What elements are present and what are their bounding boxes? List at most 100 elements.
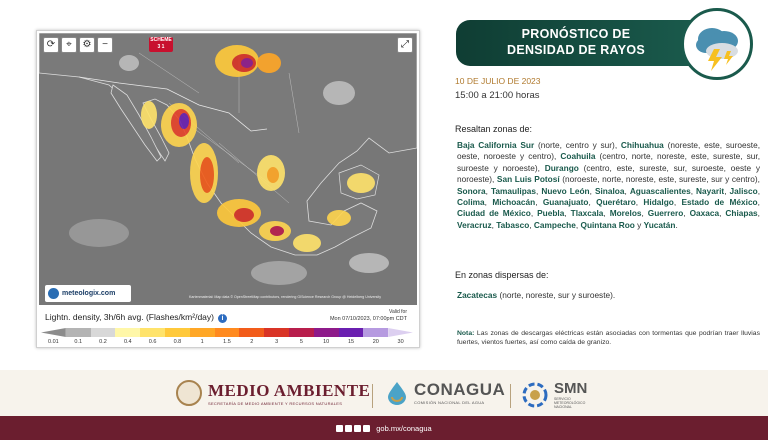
region-detail: , [536, 185, 542, 196]
smn-logo[interactable]: SMN SERVICIO METEOROLÓGICO NACIONAL [522, 380, 587, 409]
region-detail: , [491, 219, 497, 230]
footer-divider-2 [510, 384, 511, 408]
refresh-icon[interactable]: ⟳ [43, 37, 59, 53]
region-state: Veracruz [457, 219, 492, 230]
region-detail: , [757, 185, 760, 196]
region-detail: (noreste, este, suroeste, oeste, noroest… [457, 140, 761, 162]
title-line-2: DENSIDAD DE RAYOS [507, 43, 645, 57]
region-state: Baja California Sur [457, 140, 535, 150]
scale-label: 0.8 [173, 339, 182, 345]
region-detail: , [673, 197, 682, 208]
valid-date: Mon 07/10/2023, 07:00pm CDT [329, 316, 407, 322]
region-state: Hidalgo [643, 197, 674, 208]
region-detail: , [529, 219, 534, 230]
region-state: Durango [544, 162, 579, 173]
region-state: Nuevo León [541, 185, 590, 196]
region-detail: , [719, 208, 726, 219]
region-state: Guanajuato [542, 197, 589, 208]
smn-globe-icon [522, 382, 548, 407]
facebook-icon[interactable] [336, 424, 344, 432]
scale-segment [140, 328, 165, 337]
region-state: Querétaro [596, 197, 636, 208]
region-state: Campeche [533, 219, 576, 230]
region-state: Chiapas [725, 208, 758, 219]
region-state: Sonora [457, 185, 486, 196]
region-state: Tlaxcala [570, 208, 604, 219]
scale-label: 5 [299, 339, 303, 345]
region-detail: , [588, 197, 597, 208]
region-detail: , [690, 185, 697, 196]
region-state: Tamaulipas [490, 185, 536, 196]
region-detail: , [484, 197, 493, 208]
lightning-map-panel: ⟳ ⌖ ⚙ − SCHEME 3 1 ⤢ meteologix.com Kart… [36, 30, 420, 348]
region-state: Coahuila [560, 151, 596, 162]
region-detail: , [535, 197, 543, 208]
region-detail: , [485, 185, 491, 196]
region-detail: , [757, 208, 760, 219]
scale-label: 2 [250, 339, 254, 345]
scale-segment [313, 328, 339, 337]
info-icon[interactable]: i [217, 314, 227, 323]
region-state: Morelos [609, 208, 642, 219]
map-attribution: Kartenmaterial: Map data © OpenStreetMap… [189, 295, 382, 299]
conagua-logo[interactable]: CONAGUA COMISIÓN NACIONAL DEL AGUA [386, 380, 505, 405]
twitter-icon[interactable] [345, 424, 353, 432]
meteologix-logo-icon [48, 288, 59, 299]
region-detail: y [634, 219, 644, 230]
scale-segment [189, 328, 215, 337]
region-state: Estado de México [681, 197, 758, 208]
region-detail: , [530, 208, 538, 219]
scale-label: 10 [323, 339, 330, 345]
region-detail: , [683, 208, 690, 219]
scale-segment [363, 328, 389, 337]
medio-ambiente-subtitle: SECRETARÍA DE MEDIO AMBIENTE Y RECURSOS … [208, 400, 343, 406]
legend-title: Lightn. density, 3h/6h avg. (Flashes/km²… [45, 312, 227, 323]
scale-label: 20 [372, 339, 379, 345]
region-state: San Luis Potosí [496, 174, 560, 185]
lightning-density-map[interactable]: ⟳ ⌖ ⚙ − SCHEME 3 1 ⤢ meteologix.com Kart… [39, 33, 417, 305]
region-detail: . [675, 219, 678, 230]
scheme-badge[interactable]: SCHEME 3 1 [149, 37, 173, 52]
location-pin-icon[interactable]: ⌖ [61, 37, 77, 53]
scale-label: 0.01 [48, 339, 59, 345]
conagua-subtitle: COMISIÓN NACIONAL DEL AGUA [414, 400, 485, 405]
scale-segment [214, 328, 240, 337]
settings-icon[interactable]: ⚙ [79, 37, 95, 53]
scale-label: 0.4 [123, 339, 132, 345]
region-detail: , [724, 185, 730, 196]
government-seal-icon [176, 380, 202, 406]
medio-ambiente-logo[interactable]: MEDIO AMBIENTE SECRETARÍA DE MEDIO AMBIE… [176, 380, 370, 406]
title-banner: PRONÓSTICO DE DENSIDAD DE RAYOS [456, 20, 696, 66]
instagram-icon[interactable] [354, 424, 362, 432]
scale-segment [338, 328, 364, 337]
scale-segment [239, 328, 265, 337]
mexico-map-graphic [39, 33, 417, 305]
smn-subtitle-3: NACIONAL [554, 405, 572, 409]
scale-label: 0.2 [99, 339, 107, 345]
region-detail: (centro, este, sureste, sur, suroeste, o… [457, 162, 760, 185]
region-detail: , [575, 219, 581, 230]
scale-label: 1.5 [223, 339, 231, 345]
brand-text: meteologix.com [62, 290, 116, 297]
website-link[interactable]: gob.mx/conagua [376, 423, 432, 433]
region-detail: , [564, 208, 571, 219]
scale-segment [264, 328, 289, 337]
minus-icon[interactable]: − [97, 37, 113, 53]
region-state: Puebla [537, 208, 565, 219]
region-detail: , [641, 208, 648, 219]
forecast-hours: 15:00 a 21:00 horas [455, 90, 540, 101]
youtube-icon[interactable] [363, 424, 371, 432]
scale-label: 15 [347, 339, 355, 345]
highlight-heading: Resaltan zonas de: [455, 124, 533, 134]
scale-label: 30 [397, 339, 404, 345]
medio-ambiente-title: MEDIO AMBIENTE [208, 380, 371, 400]
region-state: Colima [457, 197, 485, 208]
footer-divider [372, 384, 373, 408]
conagua-title: CONAGUA [414, 380, 506, 399]
scale-label: 3 [275, 339, 279, 345]
us-mexico-border [78, 76, 268, 132]
expand-icon[interactable]: ⤢ [397, 37, 413, 53]
lightning-density-overlay [69, 45, 389, 285]
region-state: Jalisco [729, 185, 758, 196]
region-detail: (norte, centro y sur), [534, 140, 621, 150]
